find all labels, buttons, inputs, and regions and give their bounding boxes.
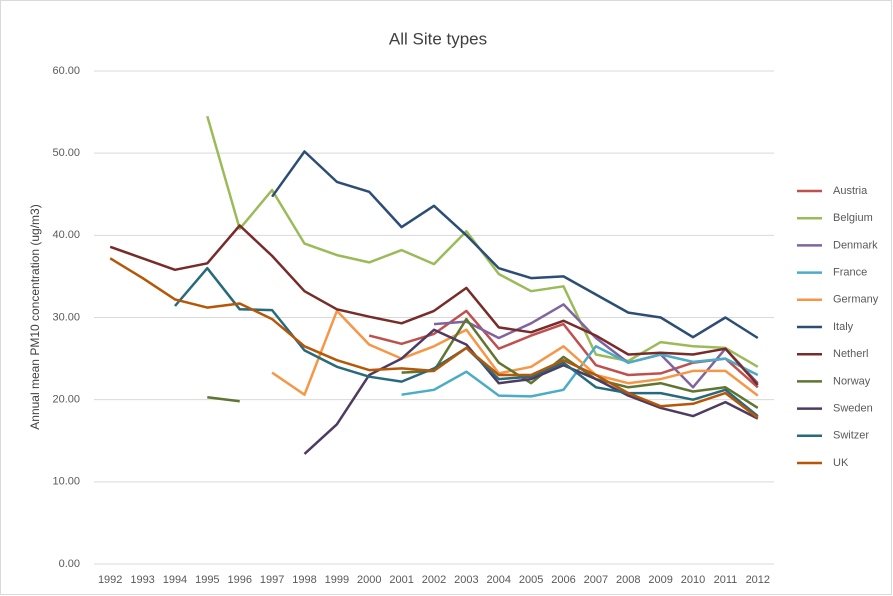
x-tick-label: 1993 bbox=[130, 574, 154, 586]
x-tick-label: 1996 bbox=[227, 574, 251, 586]
legend-label: Denmark bbox=[833, 239, 878, 251]
y-tick-label: 50.00 bbox=[52, 147, 80, 159]
legend-label: Germany bbox=[833, 294, 879, 306]
legend-label: UK bbox=[833, 457, 849, 469]
y-tick-label: 40.00 bbox=[52, 229, 80, 241]
legend-label: France bbox=[833, 267, 867, 279]
series-line bbox=[109, 257, 759, 419]
x-tick-label: 2000 bbox=[357, 574, 381, 586]
x-tick-label: 1999 bbox=[325, 574, 349, 586]
legend-label: Switzer bbox=[833, 430, 869, 442]
x-tick-label: 2009 bbox=[648, 574, 672, 586]
series-line bbox=[271, 150, 759, 340]
x-tick-label: 2012 bbox=[746, 574, 770, 586]
series-line bbox=[433, 303, 759, 389]
x-tick-label: 1995 bbox=[195, 574, 219, 586]
x-tick-label: 2003 bbox=[454, 574, 478, 586]
series-line bbox=[109, 224, 759, 386]
x-tick-label: 2008 bbox=[616, 574, 640, 586]
legend-label: Belgium bbox=[833, 212, 873, 224]
y-axis-title: Annual mean PM10 concentration (ug/m3) bbox=[28, 204, 42, 429]
x-tick-label: 1997 bbox=[260, 574, 284, 586]
x-tick-label: 1994 bbox=[163, 574, 187, 586]
x-tick-label: 2001 bbox=[389, 574, 413, 586]
x-tick-label: 2002 bbox=[422, 574, 446, 586]
x-tick-label: 2004 bbox=[487, 574, 511, 586]
legend-label: Austria bbox=[833, 185, 868, 197]
series-line bbox=[271, 309, 759, 397]
y-tick-label: 0.00 bbox=[59, 558, 80, 570]
x-tick-label: 1998 bbox=[292, 574, 316, 586]
legend-label: Italy bbox=[833, 321, 854, 333]
y-tick-label: 60.00 bbox=[52, 65, 80, 77]
x-tick-label: 2007 bbox=[584, 574, 608, 586]
chart-title: All Site types bbox=[389, 29, 487, 48]
x-tick-label: 2005 bbox=[519, 574, 543, 586]
legend-label: Sweden bbox=[833, 403, 873, 415]
legend-label: Netherl bbox=[833, 348, 868, 360]
y-tick-label: 30.00 bbox=[52, 311, 80, 323]
y-tick-label: 20.00 bbox=[52, 394, 80, 406]
y-tick-label: 10.00 bbox=[52, 476, 80, 488]
x-tick-label: 2010 bbox=[681, 574, 705, 586]
x-tick-label: 1992 bbox=[98, 574, 122, 586]
x-tick-label: 2006 bbox=[551, 574, 575, 586]
legend-label: Norway bbox=[833, 375, 871, 387]
x-tick-label: 2011 bbox=[714, 574, 738, 586]
